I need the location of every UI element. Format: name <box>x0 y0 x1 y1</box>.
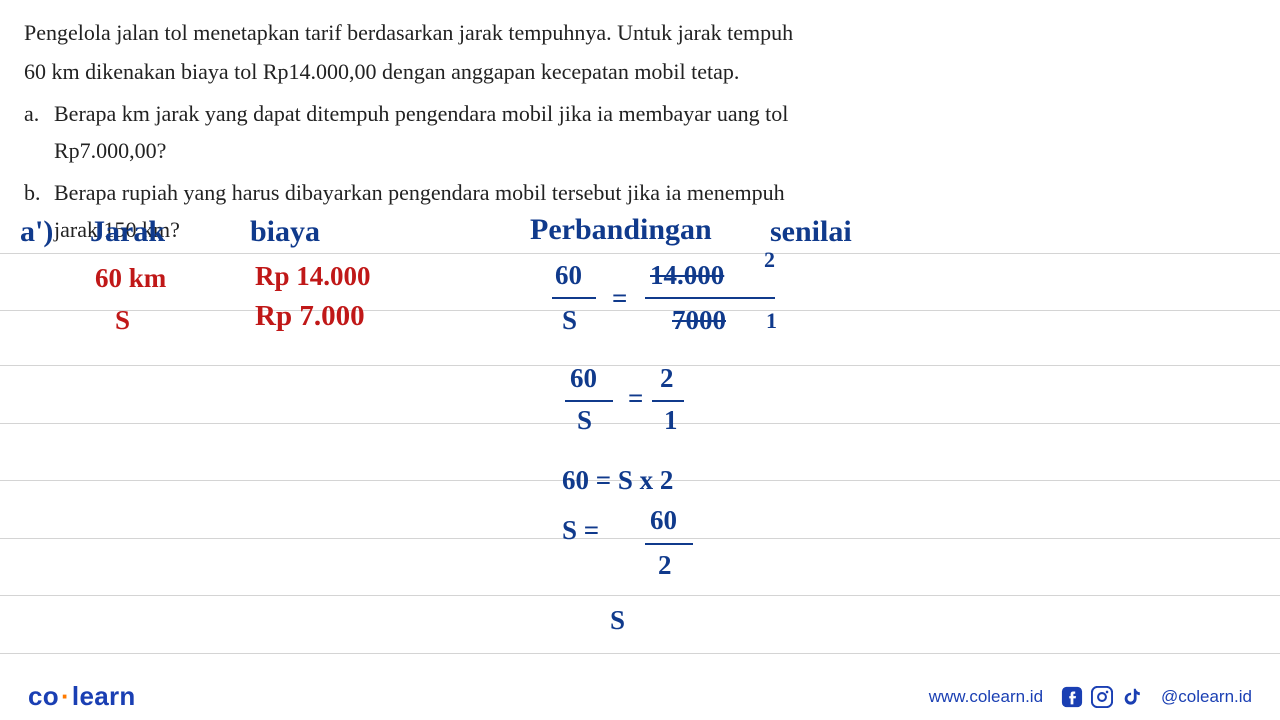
question-a-text-2: Rp7.000,00? <box>54 132 1256 169</box>
footer: co·learn www.colearn.id @colearn.id <box>0 672 1280 720</box>
problem-line-2: 60 km dikenakan biaya tol Rp14.000,00 de… <box>24 53 1256 90</box>
hand-tail: S <box>610 605 625 636</box>
hand-eq1-den-r: 7000 <box>672 305 726 336</box>
tiktok-icon <box>1121 686 1143 708</box>
hand-hdr-jarak: Jarak <box>90 215 165 249</box>
hand-r2-cost: Rp 7.000 <box>255 300 365 333</box>
question-a-text-1: Berapa km jarak yang dapat ditempuh peng… <box>54 95 1256 132</box>
hand-eq2-den-l: S <box>577 405 592 436</box>
hand-eq2-num-l: 60 <box>570 363 597 394</box>
handwritten-work-area: a') Jarak biaya Perbandingan senilai 60 km Rp … <box>0 205 1280 675</box>
hand-r1-dist: 60 km <box>95 263 166 294</box>
hand-hdr-senilai: senilai <box>770 215 852 249</box>
hand-eq3: 60 = S x 2 <box>562 465 673 496</box>
hand-eq1-num-r: 14.000 <box>650 260 724 291</box>
fraction-bar-3 <box>652 400 684 402</box>
hand-r1-cost: Rp 14.000 <box>255 261 371 292</box>
fraction-bar-2 <box>565 400 613 402</box>
question-a: a. Berapa km jarak yang dapat ditempuh p… <box>24 95 1256 170</box>
facebook-icon <box>1061 686 1083 708</box>
question-a-letter: a. <box>24 95 54 170</box>
hand-eq2-num-r: 2 <box>660 363 674 394</box>
logo-dot: · <box>61 681 70 711</box>
hand-eq1-sup2: 2 <box>764 247 775 273</box>
social-icons <box>1061 686 1143 708</box>
instagram-icon <box>1091 686 1113 708</box>
hand-eq4-den: 2 <box>658 550 672 581</box>
hand-eq2-eq: = <box>628 383 643 414</box>
hand-hdr-perbandingan: Perbandingan <box>530 213 712 247</box>
logo-learn: learn <box>72 681 136 711</box>
hand-eq4-num: 60 <box>650 505 677 536</box>
problem-line-1: Pengelola jalan tol menetapkan tarif ber… <box>24 14 1256 51</box>
footer-handle: @colearn.id <box>1161 687 1252 707</box>
fraction-bar-0 <box>552 297 596 299</box>
hand-r2-dist: S <box>115 305 130 336</box>
fraction-bar-4 <box>645 543 693 545</box>
hand-eq1-eq: = <box>612 283 627 314</box>
hand-hdr-biaya: biaya <box>250 215 320 249</box>
logo-co: co <box>28 681 59 711</box>
fraction-bar-1 <box>645 297 775 299</box>
hand-eq1-den-l: S <box>562 305 577 336</box>
hand-eq1-sub1: 1 <box>766 308 777 334</box>
hand-a-paren: a') <box>20 215 53 249</box>
footer-url: www.colearn.id <box>929 687 1043 707</box>
hand-eq2-den-r: 1 <box>664 405 678 436</box>
logo: co·learn <box>28 681 136 712</box>
hand-eq1-num-l: 60 <box>555 260 582 291</box>
hand-eq4-l: S = <box>562 515 599 546</box>
